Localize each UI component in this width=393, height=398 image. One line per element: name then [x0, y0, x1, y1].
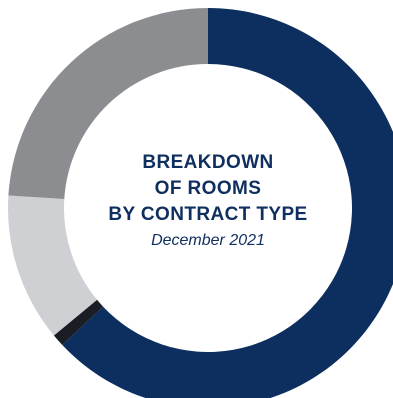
donut-slice-3 — [8, 195, 98, 336]
chart-subtitle: December 2021 — [151, 232, 265, 249]
donut-slice-1 — [62, 8, 393, 398]
donut-slices — [8, 8, 393, 398]
donut-slice-2 — [53, 299, 104, 345]
chart-title-line-1: BREAKDOWN — [142, 152, 274, 173]
chart-center-label: BREAKDOWN OF ROOMS BY CONTRACT TYPE Dece… — [60, 150, 356, 252]
donut-slice-4 — [8, 8, 209, 199]
chart-title-line-2: OF ROOMS — [154, 178, 262, 199]
chart-title-line-3: BY CONTRACT TYPE — [108, 204, 308, 225]
